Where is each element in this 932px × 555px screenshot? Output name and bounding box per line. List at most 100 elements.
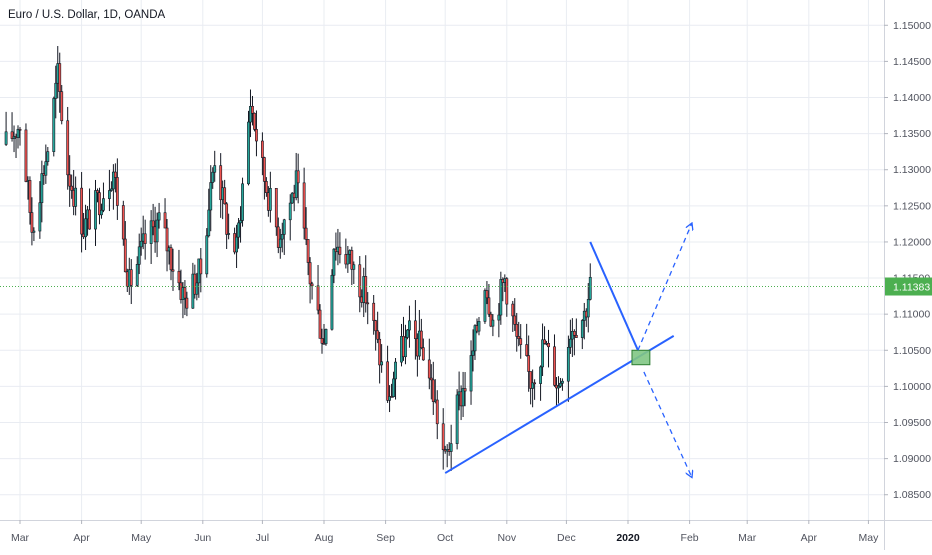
candle-body <box>511 303 515 317</box>
candle <box>282 218 286 255</box>
candle <box>169 244 173 281</box>
bearish-scenario-arrow[interactable] <box>643 371 692 477</box>
candle <box>386 345 389 403</box>
candle-body <box>499 279 503 316</box>
target-zone[interactable] <box>631 349 651 366</box>
price-tick-label: 1.09500 <box>893 417 931 429</box>
candle-body <box>157 212 161 221</box>
candle-body <box>274 188 278 228</box>
candle <box>499 271 503 325</box>
candle-body <box>350 250 354 270</box>
candle <box>171 248 175 291</box>
candle-body <box>463 388 467 392</box>
candle-body <box>431 379 435 402</box>
candle <box>566 335 570 402</box>
candle-body <box>485 290 489 299</box>
candle <box>249 89 252 138</box>
candle-body <box>477 321 481 332</box>
candle <box>237 217 240 249</box>
candle-body <box>566 347 570 382</box>
candle <box>574 318 578 339</box>
candle <box>195 272 199 301</box>
candle <box>483 288 487 324</box>
candle <box>517 321 521 347</box>
candle <box>199 248 203 293</box>
candle <box>274 188 278 236</box>
candle <box>98 187 101 225</box>
candle-body <box>338 246 342 255</box>
candle <box>183 280 187 316</box>
candle-body <box>4 131 8 145</box>
candle <box>473 324 477 360</box>
candle <box>247 110 250 186</box>
candle <box>66 106 70 190</box>
candle <box>304 207 308 246</box>
candle <box>28 176 32 225</box>
candle-body <box>66 120 70 176</box>
candle <box>143 219 147 260</box>
candle-body <box>308 262 312 285</box>
candle-body <box>543 339 546 344</box>
candle <box>388 385 391 413</box>
candle-body <box>553 346 556 386</box>
candle <box>358 255 362 313</box>
price-tick-label: 1.13000 <box>893 164 931 176</box>
candle-body <box>455 394 459 444</box>
candle <box>380 344 384 373</box>
price-tick-label: 1.11000 <box>893 309 930 321</box>
candle <box>241 177 244 227</box>
candle-body <box>219 165 223 201</box>
candle <box>54 65 58 119</box>
candle-body <box>572 331 576 336</box>
candle <box>471 329 475 372</box>
candle <box>294 152 298 201</box>
candle-body <box>547 343 550 348</box>
candle <box>413 300 417 360</box>
candle-body <box>209 182 213 211</box>
candle-body <box>237 222 240 238</box>
candle <box>497 303 501 338</box>
candle-body <box>406 329 409 338</box>
candle <box>207 188 211 238</box>
candle <box>253 112 256 132</box>
candle-body <box>372 302 376 321</box>
candle-body <box>483 290 487 322</box>
candle-body <box>80 187 83 235</box>
candle <box>338 232 342 264</box>
projection-up-leg[interactable] <box>589 241 639 351</box>
candle <box>346 246 350 273</box>
candle-body <box>171 269 175 272</box>
candle-body <box>251 106 254 114</box>
candle <box>320 328 324 354</box>
candle <box>155 212 159 258</box>
candle-body <box>513 315 517 325</box>
last-price-badge: 1.11383 <box>885 277 932 296</box>
candle <box>40 160 44 223</box>
bullish-scenario-arrow[interactable] <box>637 224 692 351</box>
candle <box>427 338 431 390</box>
candle <box>553 334 556 387</box>
candle-body <box>163 212 167 229</box>
candle-body <box>207 209 211 237</box>
candle-body <box>109 188 113 191</box>
price-tick-label: 1.12500 <box>893 200 931 212</box>
candle <box>461 371 465 417</box>
price-tick-label: 1.13500 <box>893 128 931 140</box>
candle-body <box>310 283 314 287</box>
candle-body <box>195 282 199 295</box>
candle <box>223 179 227 205</box>
candle-body <box>70 185 74 191</box>
candle <box>392 371 395 398</box>
candle-body <box>561 380 564 384</box>
candle <box>251 95 254 126</box>
candle-body <box>588 276 592 300</box>
candle <box>491 314 495 337</box>
candle <box>102 182 105 213</box>
candle <box>268 171 272 223</box>
candle <box>84 204 87 251</box>
candle <box>350 246 354 286</box>
candle <box>94 179 97 246</box>
candle <box>225 201 229 250</box>
candle <box>58 52 62 113</box>
